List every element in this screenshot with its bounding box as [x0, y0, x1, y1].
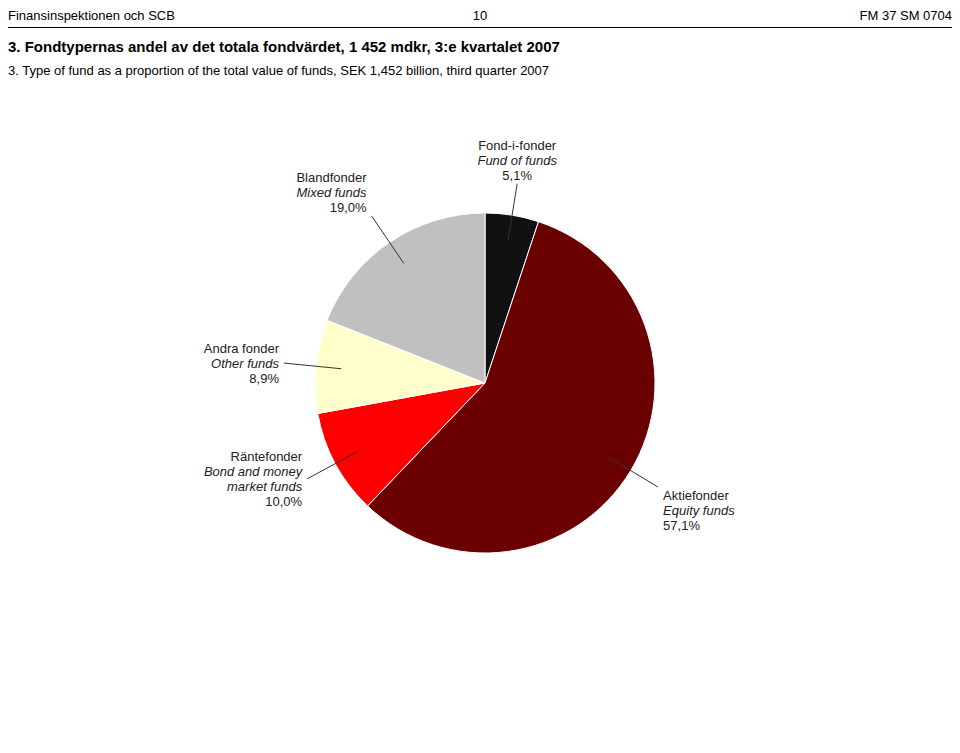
- svg-text:Räntefonder: Räntefonder: [231, 449, 303, 464]
- svg-text:8,9%: 8,9%: [249, 371, 279, 386]
- svg-text:Andra fonder: Andra fonder: [204, 341, 280, 356]
- svg-text:19,0%: 19,0%: [330, 200, 367, 215]
- svg-text:Fond-i-fonder: Fond-i-fonder: [478, 138, 557, 153]
- svg-text:Aktiefonder: Aktiefonder: [663, 488, 729, 503]
- svg-text:Blandfonder: Blandfonder: [296, 170, 367, 185]
- svg-text:5,1%: 5,1%: [502, 168, 532, 183]
- svg-text:Other funds: Other funds: [211, 356, 279, 371]
- svg-text:Equity funds: Equity funds: [663, 503, 735, 518]
- svg-text:57,1%: 57,1%: [663, 518, 700, 533]
- svg-text:10,0%: 10,0%: [265, 494, 302, 509]
- svg-text:market funds: market funds: [227, 479, 303, 494]
- html-text:10: 10: [472, 8, 488, 23]
- html-text:3. Fondtypernas andel av det t: 3. Fondtypernas andel av det totala fond…: [8, 38, 560, 55]
- html-text:3. Type of fund as a proportio: 3. Type of fund as a proportion of the t…: [8, 63, 550, 78]
- svg-text:Fund of funds: Fund of funds: [477, 153, 557, 168]
- svg-text:Mixed funds: Mixed funds: [296, 185, 367, 200]
- html-text:FM 37 SM 0704: FM 37 SM 0704: [859, 8, 952, 23]
- svg-text:Bond and money: Bond and money: [204, 464, 304, 479]
- html-text:Finansinspektionen och SCB: Finansinspektionen och SCB: [8, 8, 175, 23]
